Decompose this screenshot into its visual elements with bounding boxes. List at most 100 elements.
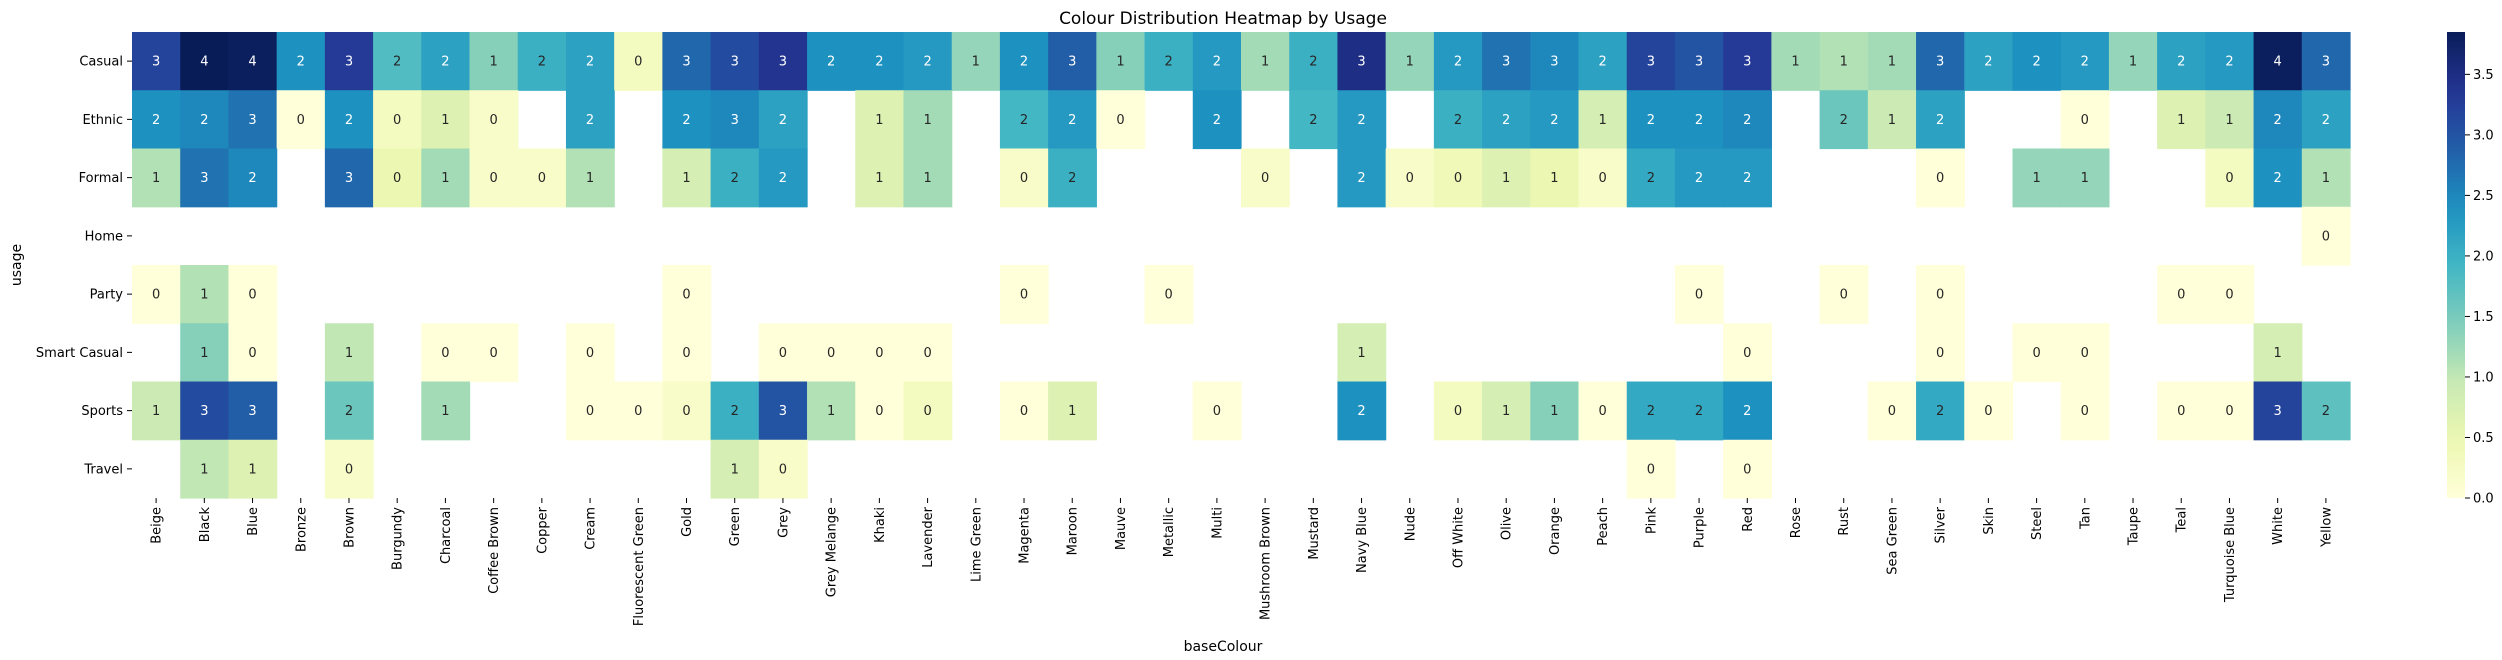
colorbar-tick-label: 0.5 <box>2473 431 2494 446</box>
cell-value-label: 1 <box>1888 55 1896 70</box>
x-tick-label: Turquoise Blue <box>2223 507 2238 603</box>
heatmap-cell <box>855 90 905 150</box>
heatmap-cell <box>1626 32 1676 91</box>
heatmap-cell <box>421 148 471 208</box>
cell-value-label: 2 <box>1984 55 1992 70</box>
cell-value-label: 2 <box>345 404 353 419</box>
heatmap-cell <box>2060 381 2110 441</box>
cell-value-label: 2 <box>1743 171 1751 186</box>
y-tick-label: Travel <box>83 462 123 477</box>
heatmap-cell <box>180 32 230 91</box>
x-tick-label: Brown <box>342 507 357 548</box>
cell-value-label: 1 <box>586 171 594 186</box>
heatmap-cell <box>855 148 905 208</box>
cell-value-label: 2 <box>1743 113 1751 128</box>
cell-value-label: 2 <box>1454 55 1462 70</box>
cell-value-label: 1 <box>2081 171 2089 186</box>
heatmap-cell <box>903 90 953 150</box>
x-tick-label: Fluorescent Green <box>632 507 647 626</box>
cell-value-label: 2 <box>2081 55 2089 70</box>
heatmap-cell <box>1916 265 1965 324</box>
x-tick-label: Bronze <box>294 507 309 552</box>
cell-value-label: 0 <box>1647 462 1655 477</box>
cell-value-label: 1 <box>682 171 690 186</box>
cell-value-label: 2 <box>2322 113 2330 128</box>
heatmap-cell <box>1482 381 1531 441</box>
x-tick-label: Copper <box>535 506 550 554</box>
heatmap-cell <box>2253 90 2303 150</box>
cell-value-label: 3 <box>2274 404 2282 419</box>
x-tick-label: Mushroom Brown <box>1259 507 1274 620</box>
heatmap-cell <box>1433 381 1483 441</box>
heatmap-cell <box>565 381 615 441</box>
heatmap-cell <box>662 381 712 441</box>
heatmap-cell <box>662 90 712 150</box>
heatmap-cell <box>758 323 808 383</box>
cell-value-label: 2 <box>731 404 739 419</box>
heatmap-cell <box>1048 148 1097 208</box>
heatmap-cell <box>999 381 1049 441</box>
heatmap-cell <box>855 323 905 383</box>
heatmap-cell <box>1192 381 1242 441</box>
heatmap-cell <box>1144 265 1194 324</box>
cell-value-label: 1 <box>489 55 497 70</box>
heatmap-cell <box>1867 90 1917 150</box>
cell-value-label: 2 <box>1647 113 1655 128</box>
x-tick-label: Silver <box>1934 506 1949 543</box>
heatmap-cell <box>2012 323 2062 383</box>
x-tick-label: Olive <box>1500 507 1515 540</box>
heatmap-cell <box>373 90 422 150</box>
y-tick-label: Home <box>85 229 123 244</box>
x-tick-label: Rose <box>1789 507 1804 538</box>
heatmap-cell <box>1289 32 1339 91</box>
cell-value-label: 3 <box>731 113 739 128</box>
cell-value-label: 2 <box>1454 113 1462 128</box>
cell-value-label: 2 <box>2225 55 2233 70</box>
x-tick-label: Taupe <box>2127 507 2142 546</box>
colorbar-tick-label: 3.0 <box>2473 128 2494 143</box>
cell-value-label: 1 <box>441 113 449 128</box>
cell-value-label: 2 <box>2274 171 2282 186</box>
cell-value-label: 2 <box>827 55 835 70</box>
heatmap-cell <box>1723 90 1772 150</box>
cell-value-label: 0 <box>2081 113 2089 128</box>
heatmap-cell <box>1241 148 1290 208</box>
heatmap-cell <box>2253 381 2303 441</box>
heatmap-cell <box>662 265 712 324</box>
heatmap-cell <box>132 265 181 324</box>
heatmap-cell <box>324 381 374 441</box>
cell-value-label: 0 <box>923 404 931 419</box>
cell-value-label: 0 <box>1020 288 1028 303</box>
cell-value-label: 0 <box>1743 346 1751 361</box>
cell-value-label: 0 <box>2032 346 2040 361</box>
cell-value-label: 1 <box>441 404 449 419</box>
heatmap-cell <box>1964 32 2014 91</box>
heatmap-cell <box>1048 90 1097 150</box>
x-tick-label: Metallic <box>1162 507 1177 557</box>
cell-value-label: 1 <box>345 346 353 361</box>
heatmap-cell <box>1578 90 1628 150</box>
cell-value-label: 1 <box>2177 113 2185 128</box>
heatmap-cell <box>2060 148 2110 208</box>
heatmap-cell <box>1385 148 1435 208</box>
cell-value-label: 1 <box>1550 404 1558 419</box>
heatmap-cell <box>1674 148 1724 208</box>
cell-value-label: 1 <box>2225 113 2233 128</box>
colorbar-tick-label: 0.0 <box>2473 492 2494 507</box>
heatmap-cell <box>1482 148 1531 208</box>
heatmap-cell <box>1771 32 1821 91</box>
cell-value-label: 0 <box>875 346 883 361</box>
colorbar-tick-label: 3.5 <box>2473 68 2494 83</box>
heatmap-cell <box>421 32 471 91</box>
x-tick-label: Pink <box>1644 507 1659 534</box>
cell-value-label: 0 <box>2081 346 2089 361</box>
x-tick-label: Navy Blue <box>1355 507 1370 573</box>
x-tick-label: Grey Melange <box>825 507 840 597</box>
cell-value-label: 2 <box>1020 113 1028 128</box>
x-tick-label: Yellow <box>2319 507 2334 548</box>
cell-value-label: 0 <box>2081 404 2089 419</box>
cell-value-label: 1 <box>923 113 931 128</box>
x-tick-label: Mustard <box>1307 507 1322 560</box>
colorbar-tick-label: 2.0 <box>2473 249 2494 264</box>
